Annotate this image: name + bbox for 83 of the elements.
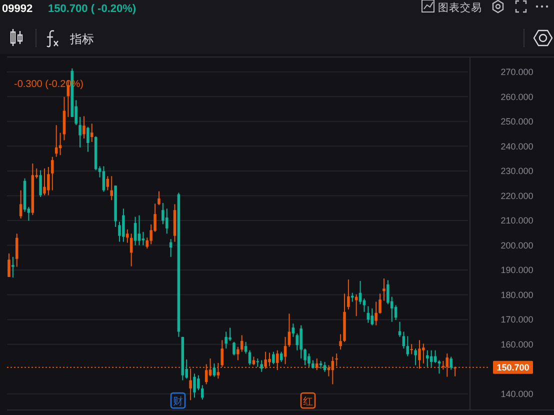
y-tick-label: 210.000	[500, 216, 534, 226]
candlestick	[370, 308, 374, 326]
chart-title: 09992	[2, 3, 33, 15]
candlestick	[378, 293, 382, 314]
candlestick	[438, 360, 441, 374]
candlestick	[78, 116, 82, 148]
candlestick	[110, 176, 113, 201]
candlestick	[236, 346, 240, 361]
candlestick	[374, 301, 378, 326]
y-tick-label: 260.000	[500, 92, 534, 102]
candlestick	[158, 190, 160, 206]
candlestick	[224, 331, 228, 350]
y-tick-label: 170.000	[500, 314, 534, 325]
y-tick-label: 190.000	[500, 265, 534, 276]
candlestick	[126, 228, 129, 244]
annotation: 红	[303, 396, 313, 408]
y-tick-label: 200.000	[500, 240, 534, 250]
candlestick	[308, 353, 310, 368]
y-tick-label: 180.000	[500, 290, 534, 300]
candlestick	[347, 278, 350, 310]
candlestick	[323, 361, 326, 372]
chart-subtitle: 150.700 ( -0.20%)	[48, 3, 136, 15]
text: 指标	[69, 32, 94, 46]
candlestick	[43, 168, 46, 196]
candlestick	[134, 216, 137, 246]
candlestick	[382, 278, 386, 302]
candlestick	[232, 341, 236, 356]
candlestick	[51, 156, 54, 191]
candlestick	[410, 344, 413, 355]
candlestick	[402, 331, 406, 350]
candlestick	[162, 202, 164, 225]
candlestick	[15, 233, 18, 268]
candlestick	[304, 348, 306, 366]
candlestick	[197, 374, 200, 391]
candlestick	[102, 166, 106, 192]
candlestick	[430, 350, 433, 368]
candlestick	[193, 373, 196, 398]
candlestick	[8, 252, 10, 278]
candlestick	[426, 350, 429, 368]
candlestick	[434, 350, 437, 364]
candlestick	[47, 166, 50, 196]
y-tick-label: 240.000	[500, 141, 534, 152]
candlestick	[414, 348, 417, 366]
candlestick	[62, 96, 66, 141]
candlestick	[240, 334, 244, 352]
candlestick	[244, 341, 248, 354]
y-tick-label: 140.000	[500, 389, 534, 400]
candlestick	[272, 351, 275, 365]
candlestick	[138, 214, 141, 246]
candlestick	[165, 208, 168, 234]
candlestick	[354, 294, 358, 317]
candlestick	[300, 324, 302, 359]
candlestick	[58, 132, 62, 156]
candlestick	[288, 313, 291, 348]
y-tick-label: 160.000	[500, 340, 534, 350]
candlestick	[201, 384, 204, 400]
y-tick-label: 250.000	[500, 116, 534, 127]
candlestick	[212, 362, 216, 378]
y-tick-label: 270.000	[500, 67, 534, 78]
candlestick	[292, 323, 295, 338]
y-tick-label: 220.000	[500, 190, 534, 201]
candlestick	[450, 356, 452, 370]
candlestick	[260, 360, 263, 372]
candlestick	[12, 256, 14, 278]
candlestick	[122, 208, 125, 242]
candlestick	[398, 321, 402, 338]
candlestick	[386, 280, 390, 305]
candlestick	[82, 116, 86, 139]
candlestick	[339, 334, 342, 350]
candlestick	[142, 231, 145, 246]
candlestick	[422, 343, 425, 364]
y-tick-label: 230.000	[500, 166, 534, 176]
candlestick	[19, 190, 22, 220]
candlestick	[106, 176, 110, 191]
candlestick	[90, 123, 94, 142]
candlestick	[228, 327, 232, 342]
candlestick	[39, 170, 42, 198]
annotation: 财	[173, 396, 183, 408]
candlestick	[86, 126, 90, 152]
text: 图表交易	[438, 1, 482, 14]
candlestick	[296, 332, 299, 351]
ref-line-label: 150.700	[496, 362, 530, 373]
candlestick	[406, 336, 410, 357]
